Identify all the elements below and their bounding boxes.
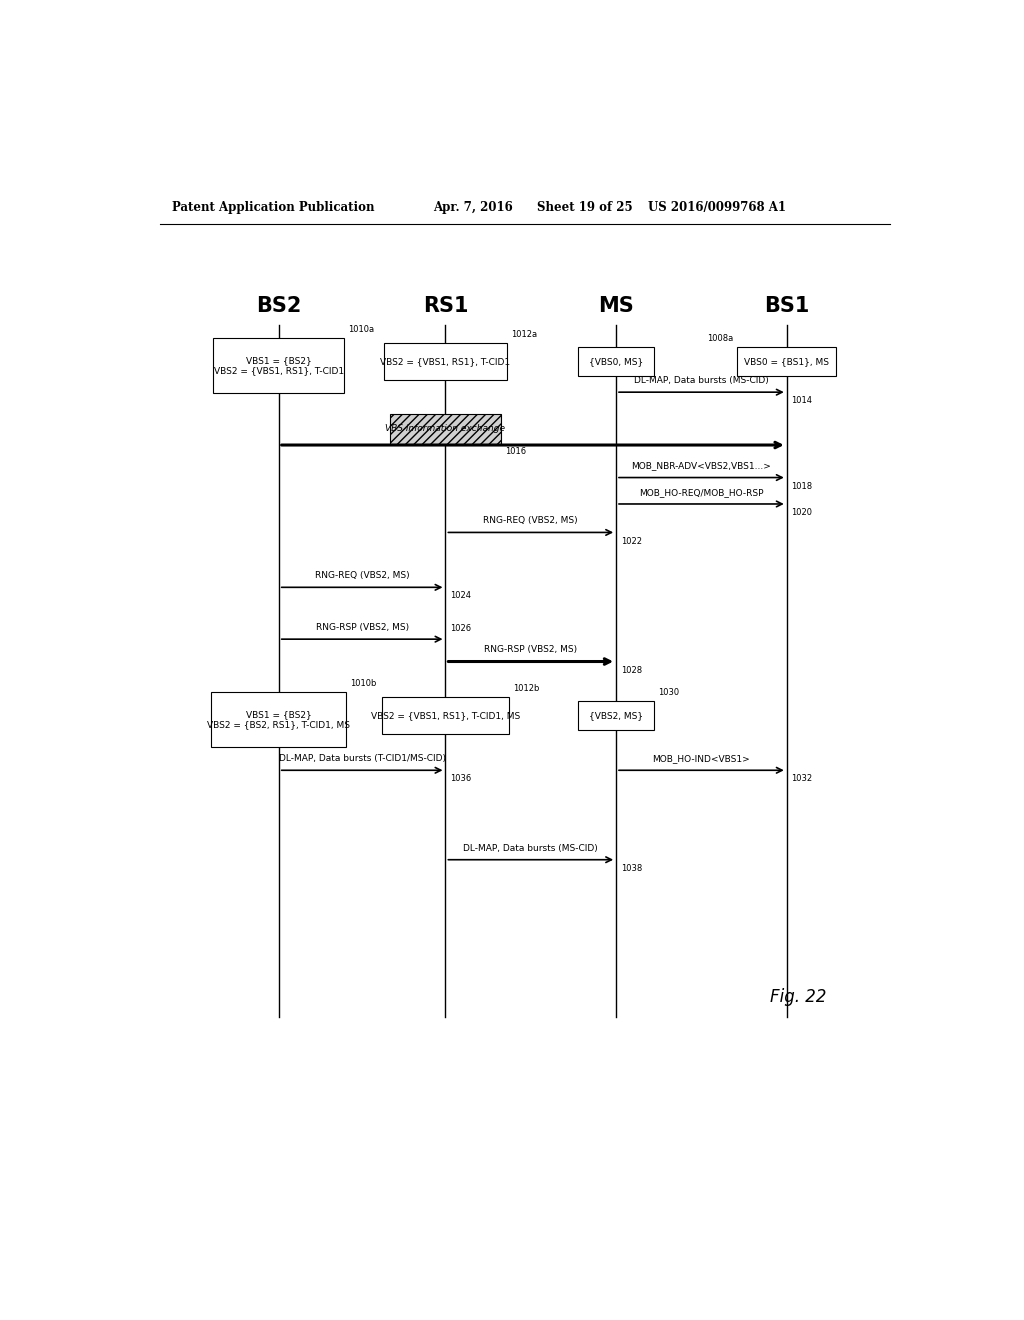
Text: 1010a: 1010a bbox=[348, 325, 375, 334]
Text: VBS1 = {BS2}
VBS2 = {BS2, RS1}, T-CID1, MS: VBS1 = {BS2} VBS2 = {BS2, RS1}, T-CID1, … bbox=[207, 710, 350, 729]
Text: RNG-RSP (VBS2, MS): RNG-RSP (VBS2, MS) bbox=[315, 623, 409, 632]
Text: DL-MAP, Data bursts (MS-CID): DL-MAP, Data bursts (MS-CID) bbox=[634, 376, 769, 385]
Bar bbox=[390, 413, 501, 444]
Text: US 2016/0099768 A1: US 2016/0099768 A1 bbox=[648, 201, 785, 214]
Text: BS2: BS2 bbox=[256, 296, 301, 315]
Text: 1012b: 1012b bbox=[513, 684, 540, 693]
Bar bbox=[211, 692, 346, 747]
Text: {VBS2, MS}: {VBS2, MS} bbox=[589, 711, 643, 719]
Text: RNG-REQ (VBS2, MS): RNG-REQ (VBS2, MS) bbox=[314, 572, 410, 581]
Text: DL-MAP, Data bursts (MS-CID): DL-MAP, Data bursts (MS-CID) bbox=[464, 843, 598, 853]
Text: RNG-RSP (VBS2, MS): RNG-RSP (VBS2, MS) bbox=[484, 645, 578, 655]
Text: Sheet 19 of 25: Sheet 19 of 25 bbox=[537, 201, 633, 214]
Text: 1026: 1026 bbox=[451, 624, 471, 634]
Bar bbox=[579, 701, 653, 730]
Text: 1028: 1028 bbox=[621, 665, 642, 675]
Text: MOB_NBR-ADV<VBS2,VBS1...>: MOB_NBR-ADV<VBS2,VBS1...> bbox=[632, 462, 771, 470]
Text: Patent Application Publication: Patent Application Publication bbox=[172, 201, 374, 214]
Text: 1030: 1030 bbox=[657, 688, 679, 697]
Text: 1020: 1020 bbox=[792, 508, 812, 517]
Text: RNG-REQ (VBS2, MS): RNG-REQ (VBS2, MS) bbox=[483, 516, 579, 525]
Bar bbox=[382, 697, 509, 734]
Bar bbox=[384, 343, 507, 380]
Text: VBS2 = {VBS1, RS1}, T-CID1, MS: VBS2 = {VBS1, RS1}, T-CID1, MS bbox=[371, 711, 520, 719]
Text: VBS2 = {VBS1, RS1}, T-CID1: VBS2 = {VBS1, RS1}, T-CID1 bbox=[380, 358, 511, 366]
Text: Apr. 7, 2016: Apr. 7, 2016 bbox=[433, 201, 513, 214]
Text: 1022: 1022 bbox=[621, 536, 642, 545]
Text: 1032: 1032 bbox=[792, 775, 813, 783]
Text: MOB_HO-IND<VBS1>: MOB_HO-IND<VBS1> bbox=[652, 754, 751, 763]
Text: 1024: 1024 bbox=[451, 591, 471, 601]
Text: 1038: 1038 bbox=[621, 863, 642, 873]
Text: 1014: 1014 bbox=[792, 396, 812, 405]
Text: RS1: RS1 bbox=[423, 296, 468, 315]
Text: 1036: 1036 bbox=[451, 775, 471, 783]
Text: 1016: 1016 bbox=[505, 447, 526, 455]
Bar bbox=[213, 338, 344, 393]
Text: MOB_HO-REQ/MOB_HO-RSP: MOB_HO-REQ/MOB_HO-RSP bbox=[639, 488, 764, 496]
Text: VBS information exchange: VBS information exchange bbox=[385, 424, 506, 433]
Text: 1012a: 1012a bbox=[511, 330, 537, 339]
Bar bbox=[737, 347, 837, 376]
Text: DL-MAP, Data bursts (T-CID1/MS-CID): DL-MAP, Data bursts (T-CID1/MS-CID) bbox=[279, 754, 445, 763]
Text: 1010b: 1010b bbox=[350, 678, 377, 688]
Text: VBS1 = {BS2}
VBS2 = {VBS1, RS1}, T-CID1: VBS1 = {BS2} VBS2 = {VBS1, RS1}, T-CID1 bbox=[214, 356, 344, 375]
Text: {VBS0, MS}: {VBS0, MS} bbox=[589, 358, 643, 366]
Text: 1018: 1018 bbox=[792, 482, 813, 491]
Bar bbox=[579, 347, 653, 376]
Text: BS1: BS1 bbox=[764, 296, 809, 315]
Text: Fig. 22: Fig. 22 bbox=[770, 987, 826, 1006]
Text: 1008a: 1008a bbox=[707, 334, 733, 343]
Text: MS: MS bbox=[598, 296, 634, 315]
Text: VBS0 = {BS1}, MS: VBS0 = {BS1}, MS bbox=[744, 358, 829, 366]
